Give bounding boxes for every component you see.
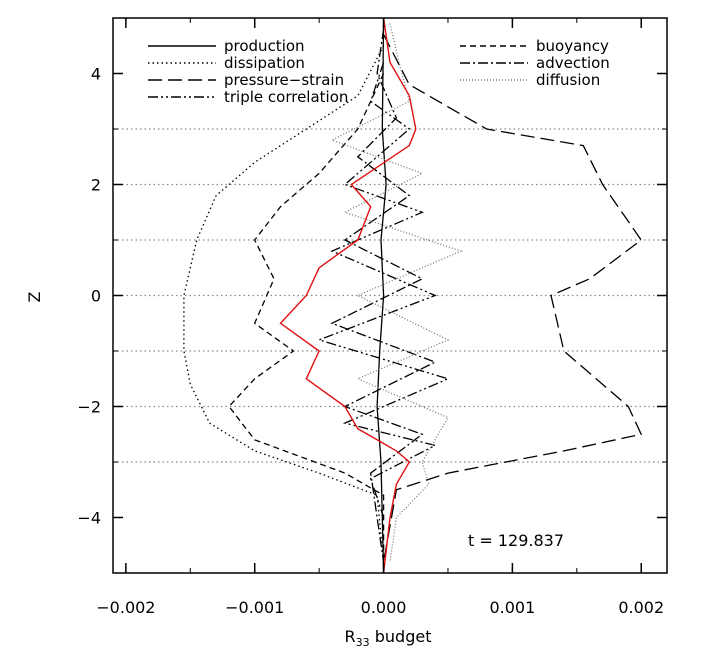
legend-label-1: dissipation bbox=[224, 54, 305, 72]
x-tick-label-4: 0.002 bbox=[618, 598, 664, 617]
legend-label-5: advection bbox=[536, 54, 610, 72]
y-tick-label-3: 2 bbox=[91, 176, 101, 195]
legend-label-3: triple correlation bbox=[224, 88, 348, 106]
y-axis-label: Z bbox=[25, 291, 44, 302]
x-axis-label-main: R bbox=[345, 627, 356, 646]
x-tick-label-1: −0.001 bbox=[225, 598, 284, 617]
axes: −0.002 −0.001 0.000 0.001 0.002 −4 −2 0 2 4 bbox=[77, 17, 668, 617]
plot-frame bbox=[112, 17, 668, 574]
series-line-1 bbox=[183, 45, 385, 562]
y-tick-label-2: 0 bbox=[91, 287, 101, 306]
series-line-3 bbox=[317, 62, 450, 518]
annotation-time: t = 129.837 bbox=[468, 531, 564, 550]
legend-label-2: pressure−strain bbox=[224, 71, 344, 89]
x-axis-label-suffix: budget bbox=[370, 627, 432, 646]
series-line-7 bbox=[279, 18, 417, 573]
legend-label-0: production bbox=[224, 37, 305, 55]
legend-label-4: buoyancy bbox=[536, 37, 609, 55]
series-line-2 bbox=[382, 34, 643, 563]
series-line-5 bbox=[330, 29, 437, 562]
y-tick-label-1: −2 bbox=[77, 398, 101, 417]
legend-label-6: diffusion bbox=[536, 71, 600, 89]
y-tick-label-0: −4 bbox=[77, 509, 101, 528]
y-tick-label-4: 4 bbox=[91, 65, 101, 84]
legend: productiondissipationpressure−straintrip… bbox=[148, 37, 610, 106]
series-line-6 bbox=[330, 23, 463, 562]
x-axis-label: R33 budget bbox=[345, 627, 432, 649]
series-lines bbox=[183, 18, 643, 573]
x-tick-label-3: 0.001 bbox=[489, 598, 535, 617]
x-axis-label-sub: 33 bbox=[356, 636, 370, 649]
horizontal-gridlines bbox=[113, 128, 667, 463]
series-line-0 bbox=[376, 18, 387, 573]
x-tick-label-0: −0.002 bbox=[96, 598, 155, 617]
series-line-4 bbox=[228, 73, 385, 562]
x-tick-label-2: 0.000 bbox=[361, 598, 407, 617]
